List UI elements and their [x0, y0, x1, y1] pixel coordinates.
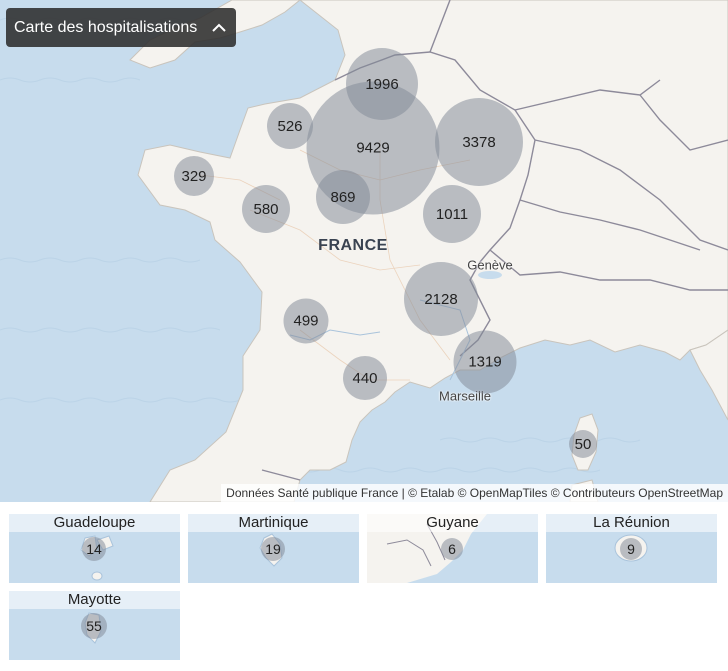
cluster-marker-normandie[interactable]: 526 — [267, 103, 313, 149]
cluster-marker-guadeloupe[interactable]: 14 — [82, 537, 106, 561]
attribution-source: Données Santé publique France — [226, 486, 399, 500]
cluster-marker-nouvelle-aquitaine[interactable]: 499 — [283, 298, 329, 344]
cluster-marker-reunion[interactable]: 9 — [620, 538, 642, 560]
attribution-openmaptiles-link[interactable]: © OpenMapTiles — [457, 486, 548, 500]
inset-map-martinique[interactable]: Martinique 19 — [188, 514, 359, 583]
main-map[interactable]: FRANCE Genève Marseille 9429 1996 3378 2… — [0, 0, 728, 502]
inset-title-guadeloupe: Guadeloupe — [9, 514, 180, 532]
map-attribution: Données Santé publique France | © Etalab… — [221, 484, 728, 502]
cluster-marker-martinique[interactable]: 19 — [261, 537, 285, 561]
cluster-marker-hauts-de-france[interactable]: 1996 — [346, 48, 418, 120]
cluster-marker-pays-de-la-loire[interactable]: 580 — [242, 185, 290, 233]
inset-map-reunion[interactable]: La Réunion 9 — [546, 514, 717, 583]
map-toggle-button[interactable]: Carte des hospitalisations — [6, 8, 236, 47]
attribution-osm-link[interactable]: © Contributeurs OpenStreetMap — [550, 486, 723, 500]
inset-title-mayotte: Mayotte — [9, 591, 180, 609]
map-toggle-label: Carte des hospitalisations — [14, 18, 198, 36]
inset-title-guyane: Guyane — [367, 514, 538, 532]
cluster-marker-bourgogne-franche-comte[interactable]: 1011 — [423, 185, 481, 243]
cluster-marker-bretagne[interactable]: 329 — [174, 156, 214, 196]
inset-map-guadeloupe[interactable]: Guadeloupe 14 — [9, 514, 180, 583]
cluster-marker-mayotte[interactable]: 55 — [81, 613, 107, 639]
inset-map-guyane[interactable]: Guyane 6 — [367, 514, 538, 583]
inset-title-martinique: Martinique — [188, 514, 359, 532]
chevron-up-icon — [212, 23, 226, 32]
cluster-marker-occitanie[interactable]: 440 — [343, 356, 387, 400]
cluster-marker-grand-est[interactable]: 3378 — [435, 98, 523, 186]
inset-title-reunion: La Réunion — [546, 514, 717, 532]
cluster-marker-centre-val-de-loire[interactable]: 869 — [316, 170, 370, 224]
attribution-etalab-link[interactable]: © Etalab — [408, 486, 455, 500]
geneve-city-label: Genève — [467, 257, 513, 273]
cluster-marker-auvergne-rhone-alpes[interactable]: 2128 — [404, 262, 478, 336]
cluster-marker-corse[interactable]: 50 — [569, 430, 597, 458]
cluster-marker-guyane[interactable]: 6 — [441, 538, 463, 560]
inset-map-mayotte[interactable]: Mayotte 55 — [9, 591, 180, 660]
attribution-separator: | — [398, 486, 409, 500]
cluster-marker-paca[interactable]: 1319 — [453, 330, 517, 394]
france-country-label: FRANCE — [318, 237, 388, 254]
